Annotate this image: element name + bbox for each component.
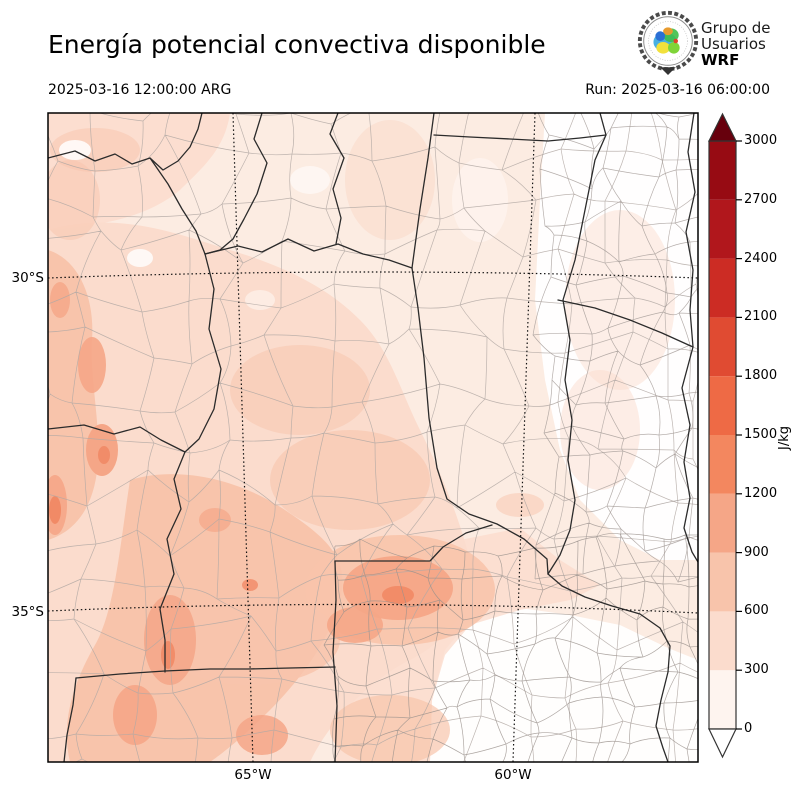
colorbar-label-900: 900	[744, 545, 769, 560]
colorbar-label-2700: 2700	[744, 192, 778, 207]
logo-text-line1: Grupo de	[701, 19, 771, 37]
lat-tick-30s: 30°S	[11, 270, 45, 286]
wrf-users-group-logo-icon	[637, 10, 699, 75]
colorbar-label-1500: 1500	[744, 427, 778, 442]
colorbar-label-1800: 1800	[744, 368, 778, 383]
run-time-label: Run: 2025-03-16 06:00:00	[585, 82, 770, 98]
logo-text-line3: WRF	[701, 51, 740, 69]
colorbar-tick-marks	[736, 140, 742, 730]
colorbar-label-1200: 1200	[744, 486, 778, 501]
parallel-30s	[48, 271, 698, 279]
logo-text-line2: Usuarios	[701, 35, 766, 53]
valid-time-label: 2025-03-16 12:00:00 ARG	[48, 82, 232, 98]
colorbar-label-600: 600	[744, 603, 769, 618]
colorbar-unit-label: J/kg	[777, 426, 792, 450]
lat-tick-35s: 35°S	[11, 604, 45, 620]
page-title: Energía potencial convectiva disponible	[48, 30, 546, 59]
colorbar-over-arrow	[708, 112, 737, 142]
colorbar	[708, 112, 742, 759]
lon-tick-60w: 60°W	[494, 767, 532, 783]
colorbar-label-2100: 2100	[744, 309, 778, 324]
cape-shaded-field	[48, 113, 698, 762]
parallel-35s	[48, 603, 698, 614]
logo-text: Grupo de Usuarios WRF	[701, 20, 771, 68]
province-boundaries	[48, 113, 698, 762]
colorbar-under-arrow	[708, 728, 737, 759]
colorbar-label-3000: 3000	[744, 133, 778, 148]
graticule-lines	[48, 113, 698, 762]
lon-tick-65w: 65°W	[234, 767, 272, 783]
meridian-65w	[232, 113, 254, 762]
colorbar-label-2400: 2400	[744, 251, 778, 266]
map-frame	[47, 112, 699, 763]
meridian-60w	[512, 113, 536, 762]
logo-globe-blobs	[653, 27, 680, 54]
colorbar-label-300: 300	[744, 662, 769, 677]
colorbar-label-0: 0	[744, 721, 753, 736]
